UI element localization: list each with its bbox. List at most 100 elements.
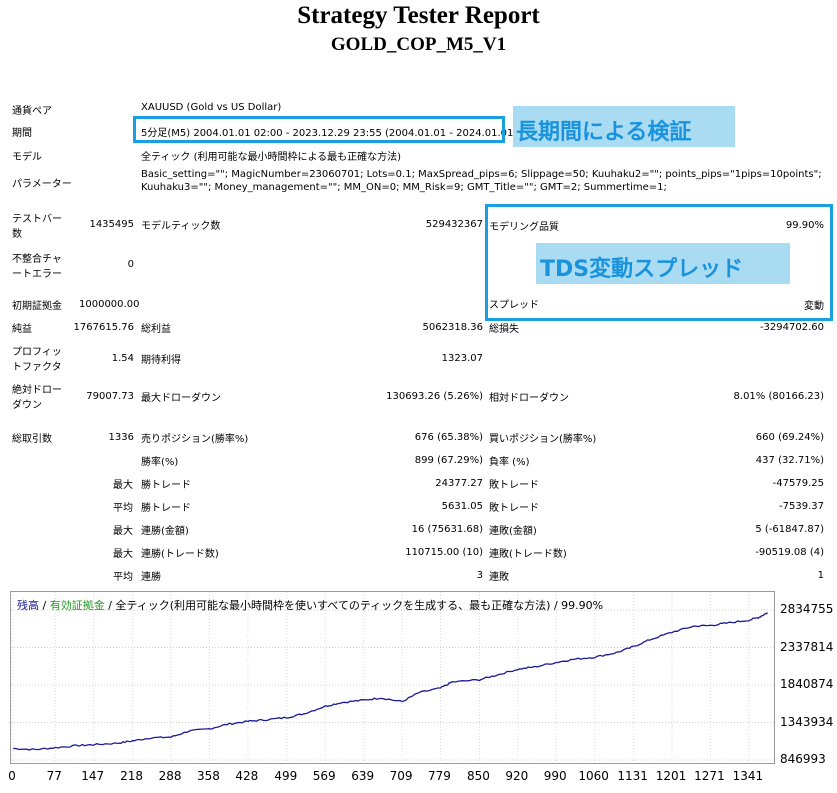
largest-win-label: 勝トレード xyxy=(141,480,191,491)
max-cons-profit-label: 連勝(トレード数) xyxy=(141,549,219,560)
bars-value: 1435495 xyxy=(89,219,134,230)
legend-sep-2: / xyxy=(104,599,116,612)
avg-cons-losses-value: 1 xyxy=(817,570,824,581)
params-line-2: Kuuhaku3=""; Money_management=""; MM_ON=… xyxy=(141,182,667,193)
y-tick-label: 2834755 xyxy=(780,602,834,616)
largest-loss-label: 敗トレード xyxy=(489,480,539,491)
x-tick-label: 218 xyxy=(120,769,144,783)
avg-loss-label: 敗トレード xyxy=(489,503,539,514)
avg-cons-losses-label: 連敗 xyxy=(489,572,509,583)
max-cons-profit-value: 110715.00 (10) xyxy=(405,547,483,558)
largest-win-value: 24377.27 xyxy=(435,478,483,489)
long-value: 660 (69.24%) xyxy=(755,432,824,443)
x-tick-label: 1271 xyxy=(694,769,725,783)
expected-value: 1323.07 xyxy=(441,353,483,364)
quality-highlight-box xyxy=(485,204,833,321)
max-cons-loss-value: -90519.08 (4) xyxy=(755,547,824,558)
params-label: パラメーター xyxy=(12,179,72,190)
pf-value: 1.54 xyxy=(111,353,134,364)
mismatch-value: 0 xyxy=(127,259,134,270)
x-tick-label: 77 xyxy=(46,769,62,783)
y-tick-label: 1343934 xyxy=(780,714,834,729)
gross-profit-label: 総利益 xyxy=(141,324,171,335)
mismatch-label-1: 不整合チャ xyxy=(12,254,62,265)
win-rate-value: 899 (67.29%) xyxy=(414,455,483,466)
net-value: 1767615.76 xyxy=(73,322,134,333)
balance-series-line xyxy=(13,612,768,751)
long-period-callout: 長期間による検証 xyxy=(513,106,735,147)
x-tick-label: 639 xyxy=(351,769,375,783)
model-value: 全ティック (利用可能な最小時間枠による最も正確な方法) xyxy=(141,152,402,163)
max-label-3: 最大 xyxy=(113,549,133,560)
net-label: 純益 xyxy=(12,324,32,335)
max-dd-value: 130693.26 (5.26%) xyxy=(386,391,483,402)
x-tick-label: 1060 xyxy=(578,769,609,783)
x-tick-label: 428 xyxy=(235,769,259,783)
x-tick-label: 850 xyxy=(466,769,490,783)
max-cons-loss-label: 連敗(トレード数) xyxy=(489,549,567,560)
pf-label-2: トファクタ xyxy=(12,362,62,373)
gross-loss-value: -3294702.60 xyxy=(759,322,824,333)
report-title: Strategy Tester Report xyxy=(297,2,540,29)
deposit-value: 1000000.00 xyxy=(79,299,140,310)
report-subtitle: GOLD_COP_M5_V1 xyxy=(330,34,507,55)
short-value: 676 (65.38%) xyxy=(414,432,483,443)
quality-value: 99.90% xyxy=(785,220,824,231)
abs-dd-label-1: 絶対ドロー xyxy=(12,385,62,396)
params-line-1: Basic_setting=""; MagicNumber=23060701; … xyxy=(141,169,822,180)
x-tick-label: 499 xyxy=(274,769,298,783)
gross-profit-value: 5062318.36 xyxy=(422,322,483,333)
model-label: モデル xyxy=(12,152,42,163)
long-label: 買いポジション(勝率%) xyxy=(489,434,597,445)
period-highlight-box xyxy=(133,116,505,143)
total-trades-label: 総取引数 xyxy=(12,434,52,445)
avg-loss-value: -7539.37 xyxy=(779,501,824,512)
legend-model-quality: 全ティック(利用可能な最小時間枠を使いすべてのティックを生成する、最も正確な方法… xyxy=(115,599,604,612)
quality-label: モデリング品質 xyxy=(489,222,559,233)
max-cons-losses-value: 5 (-61847.87) xyxy=(755,524,824,535)
avg-win-value: 5631.05 xyxy=(441,501,483,512)
max-cons-wins-label: 連勝(金額) xyxy=(141,526,189,537)
max-cons-wins-value: 16 (75631.68) xyxy=(411,524,483,535)
avg-label-2: 平均 xyxy=(113,572,133,583)
symbol-label: 通貨ペア xyxy=(12,106,52,117)
bars-label-1: テストバー xyxy=(12,214,62,225)
balance-chart: 残高 / 有効証拠金 / 全ティック(利用可能な最小時間枠を使いすべてのティック… xyxy=(10,591,775,764)
rel-dd-label: 相対ドローダウン xyxy=(489,393,569,404)
avg-cons-wins-value: 3 xyxy=(476,570,483,581)
period-value: 5分足(M5) 2004.01.01 02:00 - 2023.12.29 23… xyxy=(141,128,518,139)
legend-balance: 残高 xyxy=(17,599,39,612)
abs-dd-value: 79007.73 xyxy=(86,391,134,402)
y-tick-label: 1840874 xyxy=(780,677,834,691)
legend-sep-1: / xyxy=(39,599,50,612)
total-trades-value: 1336 xyxy=(108,432,134,443)
y-tick-label: 846993 xyxy=(780,752,826,766)
x-tick-label: 358 xyxy=(196,769,220,783)
x-tick-label: 569 xyxy=(312,769,336,783)
avg-label-1: 平均 xyxy=(113,503,133,514)
win-rate-label: 勝率(%) xyxy=(141,457,179,468)
x-tick-label: 709 xyxy=(389,769,413,783)
max-label-1: 最大 xyxy=(113,480,133,491)
max-label-2: 最大 xyxy=(113,526,133,537)
y-tick-label: 2337814 xyxy=(780,639,834,654)
loss-rate-label: 負率 (%) xyxy=(489,457,530,468)
x-tick-label: 288 xyxy=(158,769,182,783)
x-tick-label: 920 xyxy=(505,769,529,783)
largest-loss-value: -47579.25 xyxy=(772,478,824,489)
legend-equity: 有効証拠金 xyxy=(49,599,105,612)
abs-dd-label-2: ダウン xyxy=(12,400,42,411)
symbol-value: XAUUSD (Gold vs US Dollar) xyxy=(141,102,282,113)
period-label: 期間 xyxy=(12,128,32,139)
expected-label: 期待利得 xyxy=(141,355,181,366)
avg-cons-wins-label: 連勝 xyxy=(141,572,161,583)
balance-chart-svg xyxy=(11,592,774,763)
x-tick-label: 147 xyxy=(81,769,105,783)
max-cons-losses-label: 連敗(金額) xyxy=(489,526,537,537)
gross-loss-label: 総損失 xyxy=(489,324,519,335)
tds-spread-callout: TDS変動スプレッド xyxy=(536,243,790,284)
x-tick-label: 1201 xyxy=(655,769,687,783)
x-tick-label: 779 xyxy=(428,769,451,783)
loss-rate-value: 437 (32.71%) xyxy=(755,455,824,466)
max-dd-label: 最大ドローダウン xyxy=(141,393,221,404)
